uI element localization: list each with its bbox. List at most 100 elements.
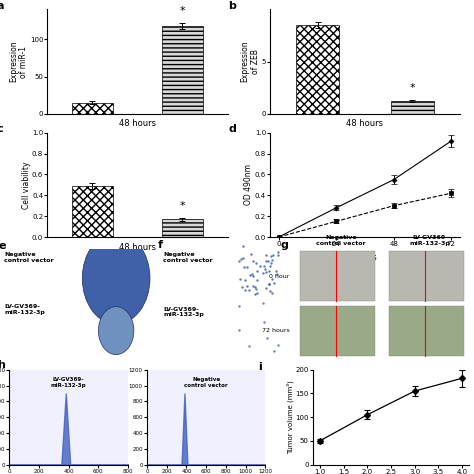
X-axis label: Hours: Hours bbox=[353, 253, 377, 262]
Point bbox=[266, 262, 273, 270]
Text: LV-GV369-
miR-132-3p: LV-GV369- miR-132-3p bbox=[410, 235, 450, 246]
Point bbox=[274, 341, 282, 348]
Text: *: * bbox=[180, 6, 185, 16]
Point bbox=[256, 263, 264, 270]
Point bbox=[265, 268, 273, 275]
Point bbox=[249, 282, 256, 290]
Point bbox=[235, 257, 243, 265]
Y-axis label: Tumor volume (mm³): Tumor volume (mm³) bbox=[286, 380, 294, 454]
Point bbox=[264, 335, 271, 342]
Text: 72 hours: 72 hours bbox=[262, 328, 290, 333]
X-axis label: 48 hours: 48 hours bbox=[119, 119, 156, 128]
Point bbox=[249, 257, 256, 265]
Bar bbox=[389, 251, 464, 301]
Point bbox=[236, 302, 243, 310]
Point bbox=[266, 288, 273, 295]
Point bbox=[267, 253, 275, 260]
Point bbox=[268, 289, 275, 297]
Point bbox=[237, 255, 245, 263]
Text: e: e bbox=[0, 240, 6, 250]
Point bbox=[236, 275, 244, 283]
Point bbox=[241, 286, 249, 293]
Text: f: f bbox=[157, 240, 163, 250]
Point bbox=[239, 243, 247, 250]
Y-axis label: Cell viability: Cell viability bbox=[22, 161, 31, 209]
Point bbox=[267, 259, 274, 267]
Text: Negative
control vector: Negative control vector bbox=[4, 252, 54, 263]
Text: c: c bbox=[0, 124, 4, 134]
Point bbox=[262, 252, 269, 259]
Bar bbox=[391, 101, 434, 114]
Text: *: * bbox=[410, 82, 415, 93]
Point bbox=[271, 279, 278, 286]
Point bbox=[245, 342, 253, 350]
Point bbox=[265, 280, 273, 287]
Point bbox=[253, 267, 261, 275]
Point bbox=[248, 270, 255, 278]
Bar bbox=[389, 306, 464, 356]
Bar bbox=[301, 251, 375, 301]
Point bbox=[274, 252, 282, 259]
Point bbox=[252, 290, 259, 298]
Y-axis label: Expression
of miR-1: Expression of miR-1 bbox=[9, 41, 28, 82]
Point bbox=[243, 283, 250, 290]
Point bbox=[252, 259, 259, 266]
Point bbox=[241, 276, 249, 284]
Text: h: h bbox=[0, 360, 5, 370]
Point bbox=[243, 263, 250, 271]
Point bbox=[260, 263, 268, 270]
Point bbox=[271, 347, 278, 355]
Text: 0 hour: 0 hour bbox=[269, 273, 290, 279]
Point bbox=[268, 275, 275, 283]
Point bbox=[273, 248, 281, 255]
Point bbox=[263, 268, 270, 276]
Text: b: b bbox=[228, 1, 237, 11]
Point bbox=[259, 300, 267, 307]
Text: LV-GV369-
miR-132-3p: LV-GV369- miR-132-3p bbox=[51, 377, 87, 388]
Text: Negative
control vector: Negative control vector bbox=[317, 235, 366, 246]
Text: d: d bbox=[228, 124, 237, 134]
Circle shape bbox=[82, 233, 150, 324]
Point bbox=[268, 256, 275, 264]
Point bbox=[269, 251, 277, 259]
Point bbox=[247, 250, 255, 257]
Point bbox=[249, 273, 257, 280]
Bar bbox=[162, 26, 203, 114]
Point bbox=[239, 255, 246, 262]
X-axis label: 48 hours: 48 hours bbox=[346, 119, 383, 128]
Text: a: a bbox=[0, 1, 4, 11]
Point bbox=[240, 263, 247, 270]
Text: Negative
control vector: Negative control vector bbox=[184, 377, 228, 388]
Bar bbox=[296, 25, 339, 114]
X-axis label: 48 hours: 48 hours bbox=[119, 243, 156, 252]
Text: g: g bbox=[281, 240, 289, 250]
Circle shape bbox=[99, 307, 134, 355]
Text: *: * bbox=[180, 201, 185, 211]
Point bbox=[265, 281, 273, 288]
Bar bbox=[162, 219, 203, 237]
Point bbox=[272, 267, 280, 274]
Point bbox=[235, 326, 243, 333]
Bar bbox=[72, 102, 113, 114]
Point bbox=[252, 285, 260, 292]
Point bbox=[253, 276, 260, 283]
Point bbox=[273, 270, 281, 278]
Y-axis label: OD 490nm: OD 490nm bbox=[245, 164, 254, 205]
Point bbox=[260, 269, 267, 276]
Point bbox=[252, 283, 259, 291]
Text: LV-GV369-
miR-132-3p: LV-GV369- miR-132-3p bbox=[164, 307, 204, 318]
Bar bbox=[72, 186, 113, 237]
Point bbox=[260, 319, 268, 326]
Point bbox=[261, 265, 269, 273]
Point bbox=[262, 257, 270, 265]
Text: i: i bbox=[258, 362, 262, 372]
Point bbox=[246, 272, 254, 279]
Text: LV-GV369-
miR-132-3p: LV-GV369- miR-132-3p bbox=[4, 304, 45, 315]
Y-axis label: Expression
of ZEB: Expression of ZEB bbox=[241, 41, 260, 82]
Bar bbox=[301, 306, 375, 356]
Point bbox=[238, 283, 246, 291]
Point bbox=[264, 257, 272, 265]
Point bbox=[246, 286, 253, 294]
Text: Negative
control vector: Negative control vector bbox=[164, 252, 213, 263]
Point bbox=[262, 284, 269, 292]
